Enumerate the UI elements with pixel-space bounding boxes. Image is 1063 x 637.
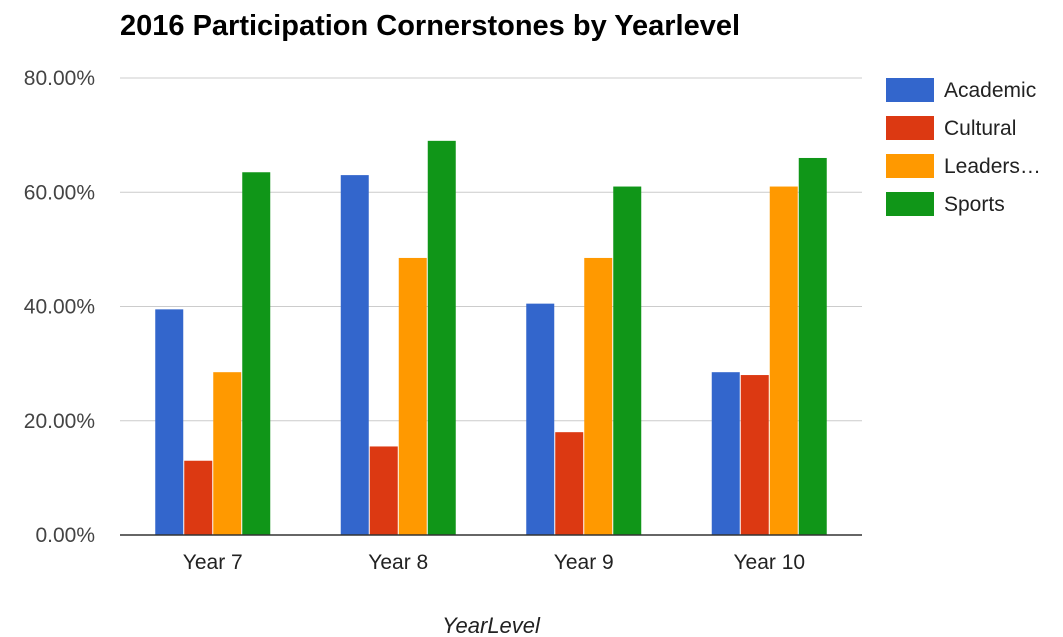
x-axis-categories: Year 7 Year 8 Year 9 Year 10 xyxy=(183,551,805,574)
gridlines xyxy=(120,77,862,422)
legend-swatch xyxy=(886,192,934,216)
x-axis-title: YearLevel xyxy=(442,613,541,637)
bar-sports-year-8 xyxy=(427,140,456,535)
bar-cultural-year-7 xyxy=(184,460,213,535)
bar-cultural-year-9 xyxy=(555,432,584,535)
legend-label: Academic xyxy=(944,79,1036,102)
legend-label: Cultural xyxy=(944,117,1016,140)
y-tick-label: 40.00% xyxy=(24,296,95,319)
x-category-label: Year 9 xyxy=(554,551,614,574)
y-axis-ticks: 0.00% 20.00% 40.00% 60.00% 80.00% xyxy=(24,67,95,547)
bar-sports-year-7 xyxy=(242,172,271,535)
bar-sports-year-9 xyxy=(613,186,642,535)
bar-sports-year-10 xyxy=(798,157,827,535)
bar-academic-year-9 xyxy=(526,303,555,535)
y-tick-label: 20.00% xyxy=(24,410,95,433)
bar-academic-year-7 xyxy=(155,309,184,535)
bar-leadership-year-9 xyxy=(584,257,613,535)
y-tick-label: 60.00% xyxy=(24,181,95,204)
x-category-label: Year 8 xyxy=(368,551,428,574)
y-tick-label: 0.00% xyxy=(35,524,95,547)
bar-cultural-year-8 xyxy=(369,446,398,535)
legend-label: Leaders… xyxy=(944,155,1041,178)
legend: Academic Cultural Leaders… Sports xyxy=(886,78,1041,216)
chart-title: 2016 Participation Cornerstones by Yearl… xyxy=(120,10,740,42)
x-category-label: Year 10 xyxy=(733,551,805,574)
x-category-label: Year 7 xyxy=(183,551,243,574)
bar-academic-year-10 xyxy=(711,372,740,535)
bars xyxy=(155,140,827,536)
legend-swatch xyxy=(886,154,934,178)
bar-leadership-year-7 xyxy=(213,372,242,535)
bar-cultural-year-10 xyxy=(740,375,769,535)
y-tick-label: 80.00% xyxy=(24,67,95,90)
legend-swatch xyxy=(886,78,934,102)
legend-label: Sports xyxy=(944,193,1005,216)
legend-swatch xyxy=(886,116,934,140)
bar-leadership-year-8 xyxy=(398,257,427,535)
bar-leadership-year-10 xyxy=(769,186,798,535)
bar-academic-year-8 xyxy=(340,175,369,536)
